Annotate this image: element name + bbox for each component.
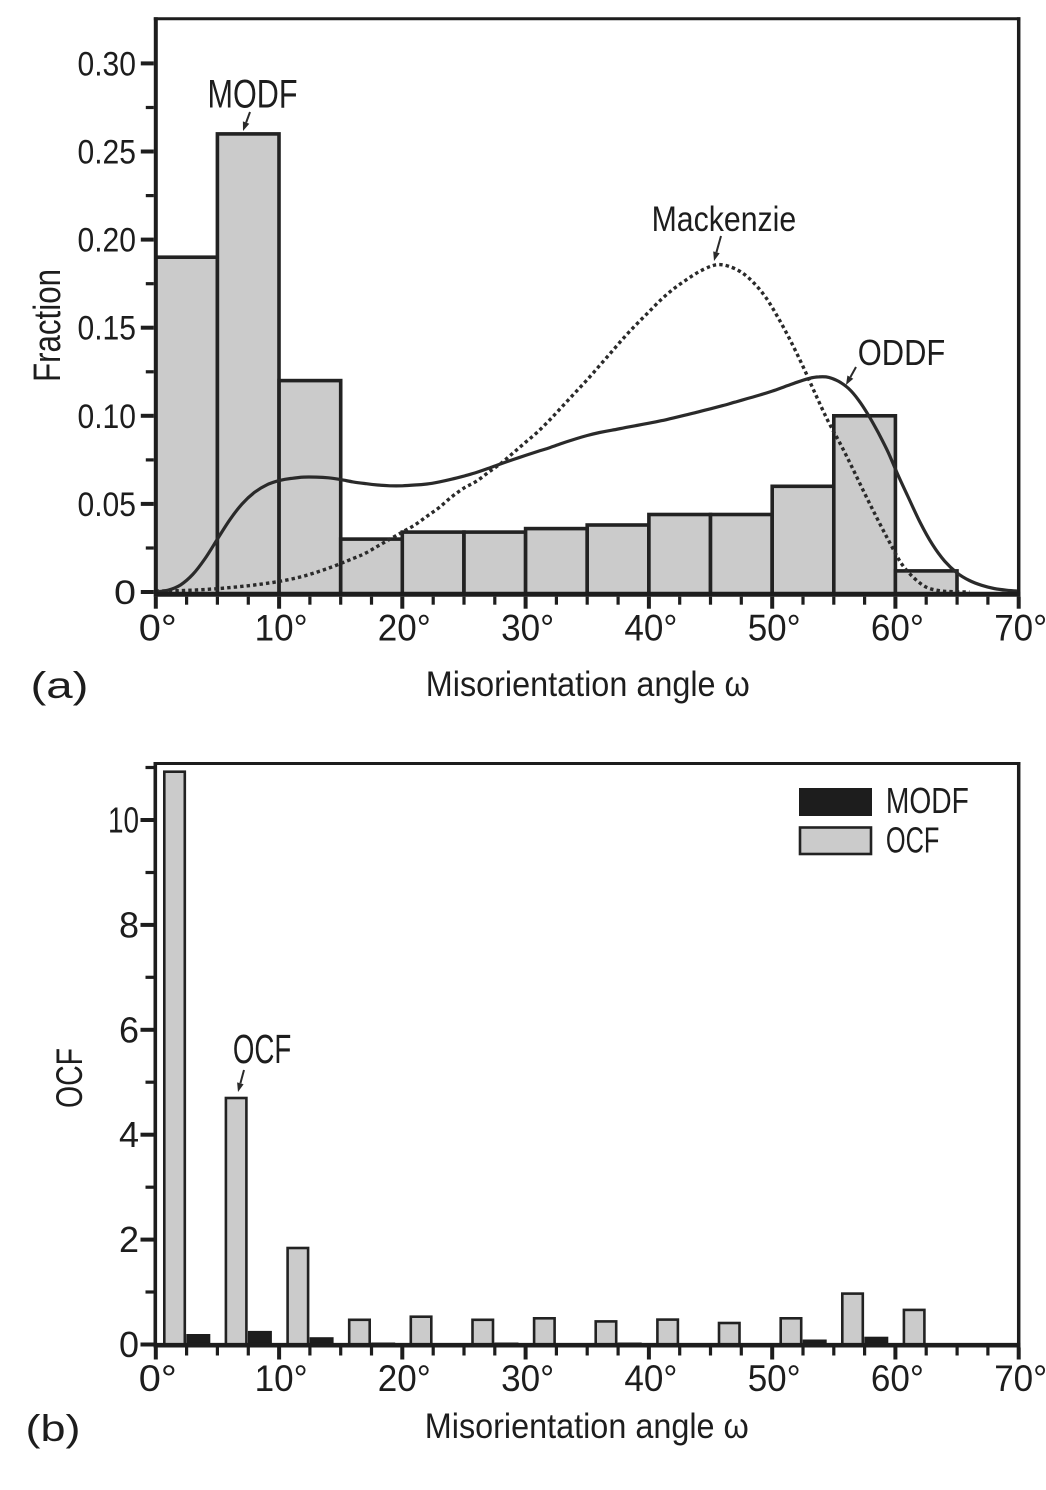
svg-text:40°: 40°	[624, 1358, 677, 1399]
svg-text:MODF: MODF	[208, 73, 298, 117]
svg-text:10°: 10°	[255, 608, 308, 649]
svg-text:Fraction: Fraction	[27, 269, 69, 382]
svg-text:50°: 50°	[748, 608, 801, 649]
svg-text:8: 8	[119, 904, 139, 945]
svg-text:20°: 20°	[378, 1358, 431, 1399]
svg-text:0.25: 0.25	[78, 134, 137, 172]
svg-text:0.15: 0.15	[78, 310, 137, 348]
svg-text:30°: 30°	[501, 608, 554, 649]
svg-text:70°: 70°	[994, 1358, 1046, 1399]
svg-text:0.05: 0.05	[78, 486, 137, 524]
svg-text:0: 0	[114, 574, 136, 612]
svg-text:40°: 40°	[624, 608, 677, 649]
svg-text:ODDF: ODDF	[858, 332, 946, 373]
svg-text:10: 10	[108, 800, 139, 841]
svg-text:50°: 50°	[748, 1358, 801, 1399]
svg-text:2: 2	[119, 1219, 139, 1260]
svg-text:MODF: MODF	[886, 780, 969, 821]
svg-text:Misorientation angle ω: Misorientation angle ω	[426, 665, 750, 704]
svg-text:60°: 60°	[871, 608, 924, 649]
svg-text:Misorientation angle ω: Misorientation angle ω	[425, 1407, 749, 1446]
svg-text:4: 4	[119, 1114, 139, 1155]
svg-text:0: 0	[119, 1324, 139, 1365]
svg-text:60°: 60°	[871, 1358, 924, 1399]
svg-text:OCF: OCF	[886, 819, 940, 860]
svg-text:0.20: 0.20	[78, 222, 137, 260]
svg-text:6: 6	[119, 1009, 139, 1050]
svg-text:30°: 30°	[501, 1358, 554, 1399]
svg-text:Mackenzie: Mackenzie	[652, 200, 797, 239]
svg-text:OCF: OCF	[49, 1048, 90, 1108]
svg-text:0°: 0°	[139, 608, 177, 649]
svg-text:0.10: 0.10	[78, 398, 137, 436]
svg-text:OCF: OCF	[233, 1026, 291, 1072]
svg-text:10°: 10°	[255, 1358, 308, 1399]
svg-text:20°: 20°	[378, 608, 431, 649]
svg-text:0°: 0°	[139, 1358, 177, 1399]
svg-text:(b): (b)	[26, 1408, 81, 1449]
svg-text:(a): (a)	[31, 665, 89, 706]
svg-text:70°: 70°	[994, 608, 1046, 649]
svg-text:0.30: 0.30	[78, 45, 137, 83]
